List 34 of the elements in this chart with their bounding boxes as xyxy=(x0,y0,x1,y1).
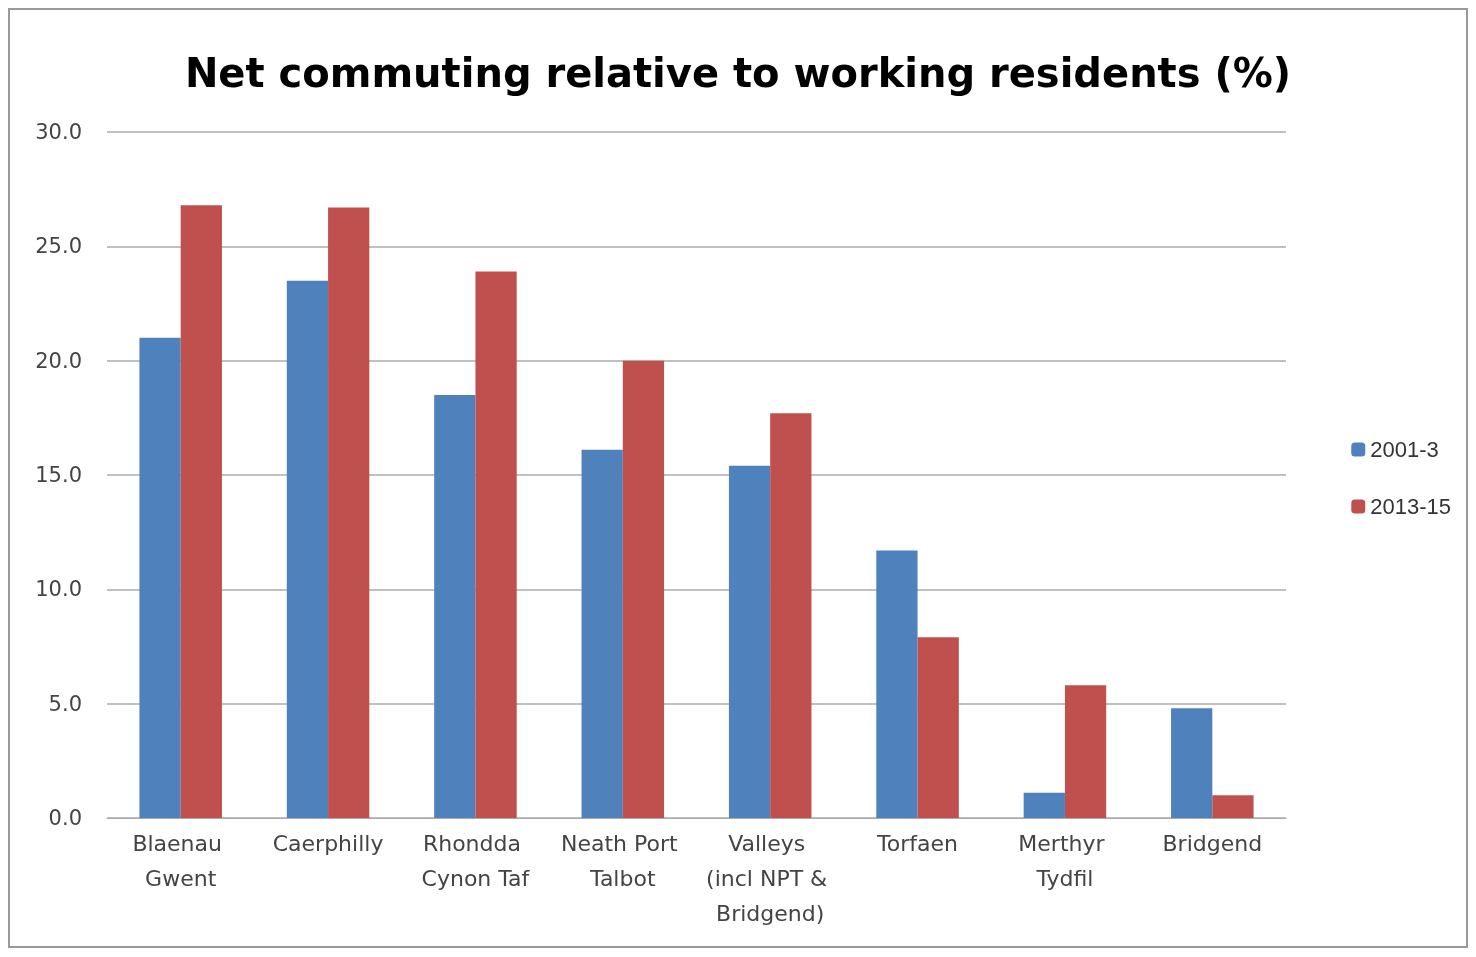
bar xyxy=(180,205,222,818)
bar xyxy=(434,394,476,818)
x-tick-label: Merthyr Tydfil xyxy=(1018,831,1112,891)
y-tick-label: 5.0 xyxy=(48,691,82,716)
bar xyxy=(328,207,370,818)
y-tick-label: 25.0 xyxy=(35,234,82,259)
bar xyxy=(1171,708,1213,818)
bar xyxy=(139,337,181,818)
bar xyxy=(581,449,623,818)
bar xyxy=(475,271,517,818)
y-tick-label: 10.0 xyxy=(35,577,82,602)
legend-label: 2001-3 xyxy=(1370,437,1439,462)
chart-title: Net commuting relative to working residents (%) xyxy=(184,50,1292,96)
bar xyxy=(770,413,812,818)
bar xyxy=(876,550,918,818)
bar xyxy=(1212,795,1254,818)
x-tick-label: Rhondda Cynon Taf xyxy=(421,831,531,891)
bar xyxy=(1023,792,1065,818)
x-tick-label: Neath Port Talbot xyxy=(560,831,685,891)
x-tick-label: Torfaen xyxy=(876,831,959,856)
y-tick-label: 30.0 xyxy=(35,120,82,144)
y-tick-label: 0.0 xyxy=(48,806,82,830)
legend-label: 2013-15 xyxy=(1370,494,1452,519)
bar xyxy=(1064,685,1107,818)
bar xyxy=(917,637,959,818)
x-tick-label: Caerphilly xyxy=(272,831,384,856)
bar xyxy=(728,465,771,818)
x-tick-label: Valleys (incl NPT & Bridgend) xyxy=(706,831,835,926)
bar xyxy=(622,360,665,818)
y-tick-label: 15.0 xyxy=(35,463,82,487)
x-tick-label: Bridgend xyxy=(1162,831,1263,856)
x-tick-label: Blaenau Gwent xyxy=(132,831,229,891)
bar xyxy=(286,280,329,818)
y-tick-label: 20.0 xyxy=(35,348,82,373)
